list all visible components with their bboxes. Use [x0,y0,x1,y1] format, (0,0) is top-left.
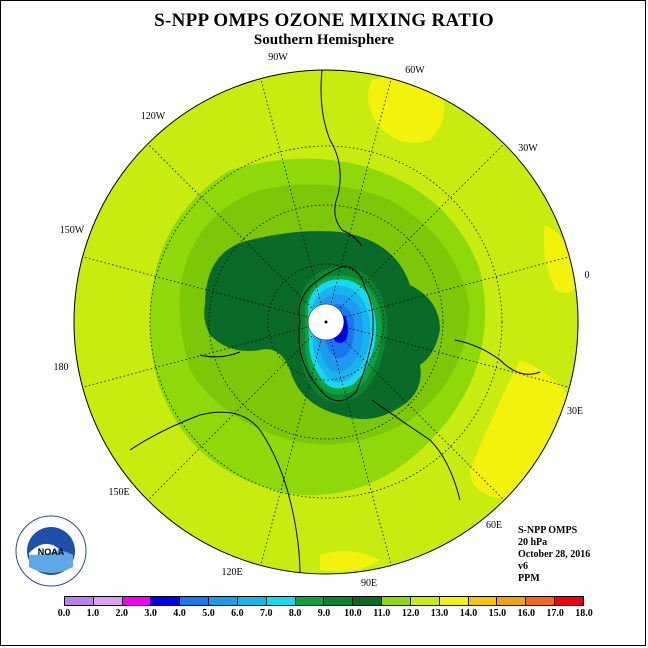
color-swatch [122,597,152,605]
lon-label-90e: 90E [361,578,377,589]
color-scale-tick-label: 0.0 [57,608,71,619]
color-scale-tick-label: 15.0 [488,608,507,619]
color-swatch [180,597,210,605]
color-scale-ticks: 0.0 1.0 2.0 3.0 4.0 5.0 6.0 7.0 8.0 9.0 10.0 11.0 12… [58,608,593,622]
info-instrument: S-NPP OMPS [518,525,578,536]
south-pole-dot [324,320,328,324]
info-block: S-NPP OMPS 20 hPa October 28, 2016 v6 PP… [518,525,590,585]
lon-label-90w: 90W [268,52,288,63]
coastline-africa-tip [371,399,461,501]
latitude-circle [267,263,385,381]
info-version: v6 [518,561,528,572]
info-date: October 28, 2016 [518,549,591,560]
color-scale-tick-label: 10.0 [344,608,362,619]
lon-label-30w: 30W [518,143,538,154]
color-scale-tick-label: 9.0 [317,608,331,619]
lon-label-150e: 150E [108,487,129,498]
color-scale-tick-label: 13.0 [430,608,449,619]
color-scale-tick-label: 14.0 [459,608,478,619]
color-scale-tick-label: 17.0 [546,608,564,619]
map-boundary [73,69,579,575]
ozone-patch-13ppm [543,225,578,294]
color-swatch [526,597,556,605]
color-swatch [468,597,498,605]
color-scale-tick-label: 3.0 [144,608,157,619]
color-swatch [324,597,354,605]
lon-label-0: 0 [585,270,590,281]
color-scale-tick-label: 5.0 [202,608,215,619]
color-scale-tick-label: 6.0 [231,608,244,619]
color-swatch [65,597,94,605]
color-scale-tick-label: 2.0 [115,608,129,619]
lon-label-30e: 30E [567,406,583,417]
info-units: PPM [518,573,540,584]
color-swatch [266,597,296,605]
color-scale-bar [64,596,584,606]
coastline-south-america [320,70,363,247]
color-scale-tick-label: 7.0 [259,608,273,619]
lon-label-60e: 60E [486,520,502,531]
noaa-logo: NOAA [15,515,87,587]
lon-label-180: 180 [54,362,69,373]
color-swatch [555,597,583,605]
lon-label-120w: 120W [141,111,166,122]
color-scale-tick-label: 11.0 [373,608,391,619]
ozone-patch-13ppm [320,551,380,572]
coastline-southern-africa [454,339,541,375]
logo-text: NOAA [38,547,65,557]
color-scale-tick-label: 12.0 [401,608,420,619]
latitude-circle [208,204,444,440]
lon-label-150w: 150W [60,225,85,236]
color-scale-tick-label: 18.0 [575,608,593,619]
lon-label-120e: 120E [221,567,242,578]
color-swatch [151,597,181,605]
color-scale-tick-label: 4.0 [173,608,186,619]
color-scale-tick-label: 1.0 [86,608,100,619]
coastline-new-zealand [199,351,241,358]
logo-bird-icon [29,543,59,555]
color-swatch [237,597,267,605]
coastlines [129,70,541,574]
color-scale-tick-label: 16.0 [517,608,535,619]
map-subtitle: Southern Hemisphere [253,32,395,48]
color-swatch [439,597,469,605]
lon-label-60w: 60W [405,65,425,76]
color-swatch [410,597,440,605]
color-swatch [93,597,123,605]
latitude-circle [149,145,503,499]
coastline-australia [129,411,301,574]
info-level: 20 hPa [518,537,548,548]
map-title: S-NPP OMPS OZONE MIXING RATIO [154,10,494,31]
color-swatch [353,597,383,605]
logo-wave-icon [29,549,73,573]
color-scale-tick-label: 8.0 [288,608,302,619]
color-swatch [209,597,238,605]
color-swatch [382,597,411,605]
graticule [82,78,570,566]
color-swatch [295,597,325,605]
coastline-antarctica [298,265,374,402]
color-swatch [497,597,527,605]
